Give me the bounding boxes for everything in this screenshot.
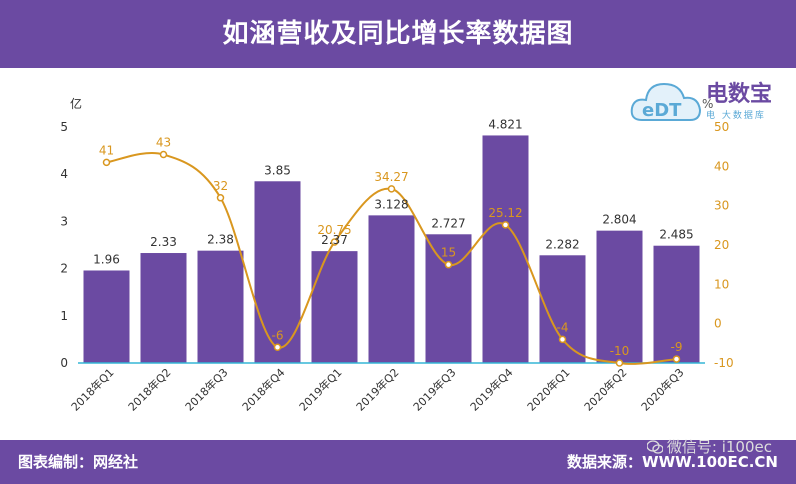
right-tick-label: -10: [714, 356, 734, 370]
line-layer: [102, 150, 681, 367]
growth-rate-label: 15: [441, 246, 456, 260]
bar-value-label: 3.128: [374, 197, 408, 211]
right-tick-label: 20: [714, 238, 729, 252]
right-tick-label: 40: [714, 159, 729, 173]
category-tick-label: 2019年Q1: [296, 365, 345, 414]
category-tick-label: 2018年Q4: [239, 365, 288, 414]
bar: [596, 230, 643, 363]
bar-value-label: 3.85: [264, 163, 291, 177]
bar-value-label: 2.485: [659, 228, 693, 242]
growth-rate-label: -9: [671, 340, 683, 354]
growth-rate-point: [216, 194, 225, 202]
growth-rate-point: [444, 260, 453, 269]
right-tick-label: 10: [714, 277, 729, 291]
footer-bar: 图表编制：网经社 数据来源：WWW.100EC.CN: [0, 440, 796, 484]
bar-value-label: 2.804: [602, 213, 636, 227]
bar: [653, 245, 700, 363]
cloud-logo-icon: eDT: [630, 82, 702, 121]
left-tick-label: 0: [60, 356, 68, 370]
bar: [311, 251, 358, 363]
bar-value-label: 2.38: [207, 233, 234, 247]
category-tick-label: 2020年Q1: [524, 365, 573, 414]
logo-subtext: 电 大数据库: [706, 111, 766, 121]
bar-value-label: 2.282: [545, 237, 579, 251]
category-tick-label: 2019年Q3: [410, 365, 459, 414]
logo: eDT 电数宝 电 大数据库: [628, 72, 796, 132]
right-tick-label: 30: [714, 199, 729, 213]
wechat-text: 微信号: i100ec: [666, 438, 772, 456]
category-tick-label: 2020年Q3: [638, 365, 687, 414]
title-bar: 如涵营收及同比增长率数据图: [0, 0, 796, 68]
growth-rate-label: -10: [610, 344, 630, 358]
growth-rate-label: -4: [557, 320, 569, 334]
data-source: 数据来源：WWW.100EC.CN: [567, 453, 778, 471]
growth-rate-label: 43: [156, 136, 171, 150]
category-tick-label: 2019年Q4: [467, 365, 516, 414]
growth-rate-label: 41: [99, 143, 114, 157]
growth-rate-point: [501, 221, 510, 229]
growth-rate-label: 32: [213, 179, 228, 193]
wechat-id: 微信号: i100ec: [646, 436, 772, 458]
chart-title: 如涵营收及同比增长率数据图: [222, 19, 574, 49]
bar-value-label: 2.37: [321, 233, 348, 247]
left-tick-label: 4: [60, 167, 68, 181]
growth-rate-point: [159, 150, 168, 159]
bar-value-label: 4.821: [488, 117, 522, 131]
left-axis-label: 亿: [70, 96, 82, 111]
growth-rate-label: 34.27: [374, 170, 408, 184]
category-tick-label: 2018年Q2: [125, 365, 174, 414]
chart-credit: 图表编制：网经社: [18, 453, 139, 471]
growth-rate-point: [387, 185, 396, 193]
left-tick-label: 1: [60, 309, 68, 323]
bar-value-label: 2.33: [150, 235, 177, 249]
bar: [140, 253, 187, 363]
category-tick-label: 2020年Q2: [581, 365, 630, 414]
category-tick-label: 2018年Q3: [182, 365, 231, 414]
bar: [254, 181, 301, 363]
growth-rate-point: [273, 343, 282, 352]
growth-rate-point: [615, 359, 624, 367]
bar: [197, 250, 244, 363]
logo-icon-text: eDT: [642, 100, 682, 121]
bar: [368, 215, 415, 363]
right-axis-label: %: [702, 97, 713, 111]
growth-rate-label: 25.12: [488, 206, 522, 220]
left-tick-label: 2: [60, 262, 68, 276]
growth-rate-point: [102, 158, 111, 167]
logo-text: 电数宝: [706, 82, 773, 107]
labels-layer: 1.96 2.33 2.38 3.85 2.37 3.128 2.727 4.821 2.282…: [93, 117, 694, 358]
bar-value-label: 1.96: [93, 252, 120, 266]
category-tick-label: 2019年Q2: [353, 365, 402, 414]
wechat-icon: [646, 440, 663, 454]
growth-rate-label: -6: [272, 328, 284, 342]
growth-rate-point: [330, 238, 339, 246]
growth-rate-point: [558, 335, 567, 344]
left-tick-label: 3: [60, 214, 68, 228]
bar-value-label: 2.727: [431, 216, 465, 230]
bar: [83, 270, 130, 363]
category-tick-label: 2018年Q1: [68, 365, 117, 414]
right-tick-label: 0: [714, 317, 722, 331]
growth-rate-label: 20.75: [317, 223, 351, 237]
left-tick-label: 5: [60, 120, 68, 134]
right-tick-label: 50: [714, 120, 729, 134]
bar: [425, 234, 472, 363]
growth-rate-point: [672, 355, 681, 363]
